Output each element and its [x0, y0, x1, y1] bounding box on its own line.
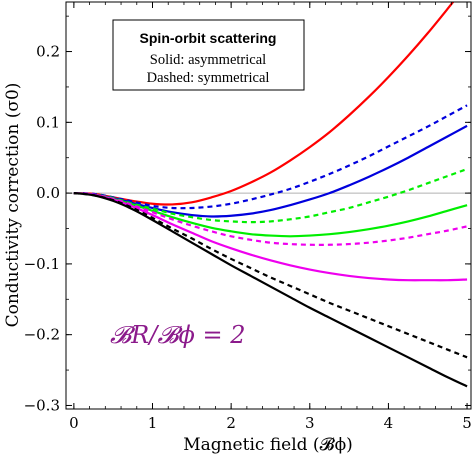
x-tick-label: 4 — [384, 414, 394, 432]
y-tick-label: 0.2 — [36, 43, 60, 61]
x-tick-label: 5 — [462, 414, 472, 432]
y-tick-label: 0.0 — [36, 184, 60, 202]
x-tick-label: 0 — [69, 414, 79, 432]
plot-frame — [65, 1, 472, 410]
ratio-annotation: 𝓑R/𝓑ϕ = 2 — [110, 321, 246, 349]
y-tick-label: 0.1 — [36, 113, 60, 131]
series-line-5 — [73, 192, 468, 246]
ticks-layer: 0 1 2 3 4 5 −0.3 −0.2 −0.1 0.0 0.1 0.2 — [24, 2, 472, 432]
legend-frame — [112, 19, 305, 91]
series-line-7 — [73, 192, 468, 359]
y-tick-label: −0.3 — [24, 396, 60, 414]
series-layer — [73, 2, 468, 388]
legend-title: Spin-orbit scattering — [140, 30, 277, 46]
y-tick-label: −0.1 — [24, 255, 60, 273]
series-line-8 — [73, 192, 468, 388]
legend-box: Spin-orbit scattering Solid: asymmetrica… — [112, 19, 305, 91]
legend-line-solid: Solid: asymmetrical — [150, 52, 266, 68]
x-tick-label: 2 — [226, 414, 236, 432]
x-axis-title: Magnetic field (𝓑ϕ) — [183, 435, 353, 455]
series-line-6 — [73, 192, 468, 282]
x-tick-label: 1 — [148, 414, 158, 432]
x-tick-label: 3 — [305, 414, 315, 432]
y-axis-title: Conductivity correction (σ0) — [3, 83, 23, 328]
legend-line-dashed: Dashed: symmetrical — [147, 70, 270, 86]
series-line-1 — [73, 104, 468, 210]
y-tick-label: −0.2 — [24, 326, 60, 344]
